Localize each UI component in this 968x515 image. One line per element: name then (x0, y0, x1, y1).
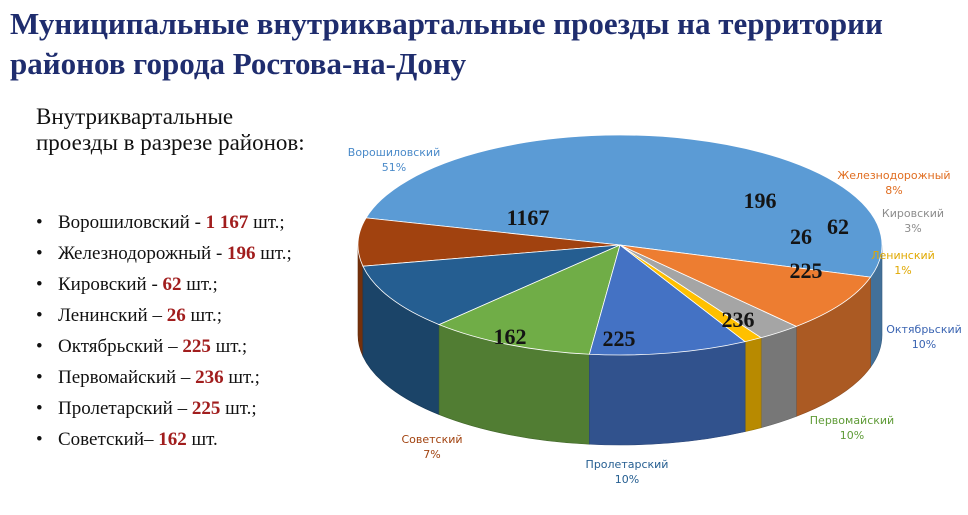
bullet-icon: • (36, 429, 43, 450)
category-label: Железнодорожный (837, 169, 950, 182)
value-label: 225 (603, 326, 636, 351)
percent-label: 1% (894, 264, 911, 277)
percent-label: 8% (885, 184, 902, 197)
percent-label: 7% (423, 448, 440, 461)
bullet-icon: • (36, 243, 43, 264)
district-name: Октябрьский (58, 336, 164, 357)
unit: шт.; (181, 274, 218, 295)
separator: - (211, 243, 228, 264)
list-heading: Внутриквартальные проезды в разрезе райо… (36, 104, 305, 155)
value-label: 162 (494, 324, 527, 349)
list-item: • Первомайский – 236 шт.; (36, 362, 292, 393)
district-value: 225 (191, 398, 221, 419)
unit: шт.; (255, 243, 292, 264)
list-item: • Ленинский – 26 шт.; (36, 300, 292, 331)
district-value: 26 (166, 305, 186, 326)
bullet-icon: • (36, 336, 43, 357)
district-value: 162 (158, 429, 187, 450)
district-value: 196 (227, 243, 256, 264)
pie-slice-Железнодорожный (619, 244, 872, 327)
page-title: Муниципальные внутриквартальные проезды … (10, 6, 883, 81)
district-value: 236 (195, 367, 224, 388)
bullet-icon: • (36, 212, 43, 233)
pie-label-group: 1167 Ворошиловский 51% 162 Советский 7% 225 Про… (348, 146, 962, 486)
separator: - (189, 212, 206, 233)
separator: – (163, 336, 183, 357)
district-list: • Ворошиловский - 1 167 шт.; • Железнодоро… (36, 207, 292, 455)
district-value: 1 167 (205, 212, 249, 233)
category-label: Ворошиловский (348, 146, 440, 159)
unit: шт. (186, 429, 218, 450)
pie-side-Ленинский (744, 337, 762, 433)
percent-label: 51% (382, 161, 406, 174)
value-label: 26 (790, 224, 812, 249)
value-label: 196 (744, 188, 777, 213)
district-name: Ленинский (58, 305, 148, 326)
category-label: Ленинский (871, 249, 935, 262)
value-label: 236 (722, 307, 755, 332)
separator: – (147, 305, 167, 326)
value-label: 1167 (507, 205, 550, 230)
unit: шт.; (248, 212, 285, 233)
separator: - (146, 274, 163, 295)
category-label: Октябрьский (886, 323, 962, 336)
district-name: Советский (58, 429, 145, 450)
category-label: Кировский (882, 207, 944, 220)
separator: – (144, 429, 159, 450)
district-value: 62 (162, 274, 182, 295)
pie-slice-Ворошиловский (365, 134, 883, 278)
percent-label: 10% (840, 429, 864, 442)
category-label: Советский (401, 433, 462, 446)
category-label: Первомайский (810, 414, 894, 427)
percent-label: 3% (904, 222, 921, 235)
district-name: Ворошиловский (58, 212, 190, 233)
district-name: Железнодорожный (58, 243, 212, 264)
unit: шт.; (223, 367, 260, 388)
pie-side-Октябрьский (589, 341, 746, 446)
unit: шт.; (220, 398, 257, 419)
unit: шт.; (185, 305, 222, 326)
list-item: • Ворошиловский - 1 167 шт.; (36, 207, 292, 238)
list-item: • Кировский - 62 шт.; (36, 269, 292, 300)
pie-side-Кировский (760, 325, 797, 429)
bullet-icon: • (36, 305, 43, 326)
district-value: 225 (182, 336, 211, 357)
pie-slice-Октябрьский (588, 244, 747, 356)
district-name: Пролетарский (58, 398, 173, 419)
district-name: Кировский (58, 274, 147, 295)
value-label: 62 (827, 214, 849, 239)
pie-slice-Пролетарский (362, 244, 621, 326)
separator: – (176, 367, 196, 388)
pie-slice-Советский (357, 217, 621, 267)
bullet-icon: • (36, 398, 43, 419)
list-item: • Пролетарский – 225 шт.; (36, 393, 292, 424)
pie-top-group (357, 134, 883, 356)
list-item: • Советский– 162 шт. (36, 424, 292, 455)
bullet-icon: • (36, 367, 43, 388)
percent-label: 10% (615, 473, 639, 486)
category-label: Пролетарский (586, 458, 669, 471)
district-name: Первомайский (58, 367, 177, 388)
unit: шт.; (210, 336, 248, 357)
bullet-icon: • (36, 274, 43, 295)
value-label: 225 (790, 258, 823, 283)
pie-slice-Первомайский (438, 244, 621, 355)
percent-label: 10% (912, 338, 936, 351)
list-item: • Октябрьский – 225 шт.; (36, 331, 292, 362)
separator: – (172, 398, 192, 419)
list-item: • Железнодорожный - 196 шт.; (36, 238, 292, 269)
